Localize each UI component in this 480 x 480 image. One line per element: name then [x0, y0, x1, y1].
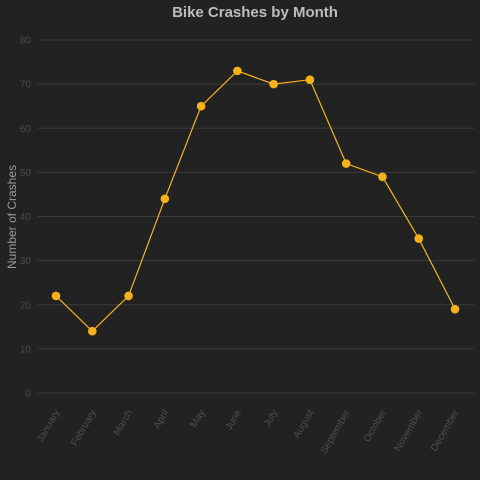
data-point — [341, 159, 351, 168]
y-tick-label: 40 — [20, 212, 32, 223]
data-point — [124, 291, 133, 301]
data-series — [51, 66, 460, 336]
y-tick-label: 30 — [20, 256, 32, 267]
gridlines — [38, 39, 474, 394]
data-point — [196, 101, 206, 111]
data-point — [450, 304, 460, 314]
y-tick-label: 70 — [20, 80, 32, 91]
data-point — [51, 291, 61, 301]
y-tick-label: 80 — [20, 36, 32, 47]
y-tick-label: 20 — [20, 300, 32, 311]
data-point — [305, 75, 315, 85]
y-tick-label: 50 — [20, 168, 32, 179]
y-tick-label: 0 — [25, 389, 31, 400]
data-point — [87, 326, 97, 336]
data-point — [233, 66, 242, 76]
data-point — [414, 234, 424, 243]
y-tick-label: 10 — [20, 344, 32, 355]
series-line — [55, 70, 456, 333]
y-tick-labels: 0 10 20 30 40 50 60 70 80 — [20, 36, 32, 400]
y-tick-label: 60 — [20, 124, 32, 135]
data-point — [160, 194, 170, 204]
data-point — [378, 172, 387, 182]
data-point — [269, 79, 278, 89]
chart-title: Bike Crashes by Month — [172, 4, 338, 21]
y-axis-label: Number of Crashes — [5, 165, 19, 269]
